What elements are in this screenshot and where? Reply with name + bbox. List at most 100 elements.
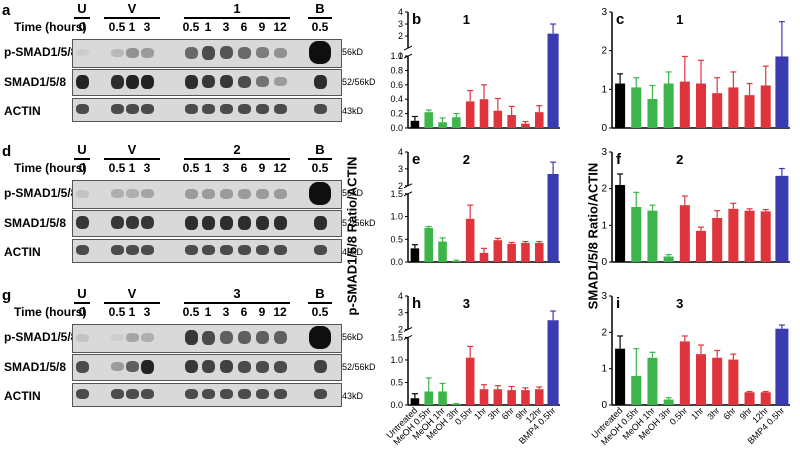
- time-value: 6: [240, 161, 248, 175]
- time-value: 1: [204, 20, 212, 34]
- group-underline: [308, 17, 332, 19]
- blot-band: [255, 245, 269, 255]
- group-underline: [74, 17, 90, 19]
- bar: [744, 210, 755, 262]
- blot-band: [237, 360, 251, 373]
- y-tick-label: 0.0: [390, 400, 403, 410]
- y-tick-label: 0.5: [390, 234, 403, 244]
- bar: [547, 173, 559, 262]
- bar: [547, 320, 559, 405]
- blot-band: [273, 331, 287, 344]
- time-value: 9: [258, 20, 266, 34]
- group-label: B: [315, 286, 325, 301]
- blot-band: [125, 389, 139, 399]
- bar: [631, 87, 642, 128]
- bar: [775, 56, 789, 128]
- time-value: 3: [222, 20, 230, 34]
- panel-label-g: g: [2, 287, 12, 304]
- blot-band: [255, 389, 269, 399]
- group-underline: [74, 158, 90, 160]
- time-value: 6: [240, 305, 248, 319]
- bar: [438, 391, 447, 405]
- bar: [521, 242, 530, 262]
- bar: [479, 99, 489, 128]
- y-tick-label: 1: [398, 51, 403, 61]
- bar: [438, 122, 447, 128]
- blot-band: [75, 74, 89, 89]
- blot-band: [313, 104, 327, 114]
- blot-band: [201, 45, 215, 60]
- group-label: V: [127, 286, 137, 301]
- blot-band: [184, 245, 198, 255]
- blot-band: [201, 215, 215, 230]
- bar: [615, 348, 626, 405]
- blot-row-label: p-SMAD1/5/8: [4, 186, 78, 200]
- panel-label-f: f: [616, 151, 622, 168]
- time-value: 0.5: [311, 305, 329, 319]
- blot-band: [75, 333, 89, 342]
- y-tick-label: 1.0: [390, 51, 403, 61]
- time-value: 1: [204, 161, 212, 175]
- y-tick-label: 3: [601, 7, 607, 18]
- axis-break-mark: [403, 45, 413, 51]
- blot-band: [273, 188, 287, 199]
- y-tick-label: 2: [398, 31, 403, 41]
- time-label: Time (hours): [14, 305, 87, 319]
- y-tick-label: 1.0: [390, 355, 403, 365]
- group-label: 2: [233, 142, 241, 157]
- time-value: 3: [222, 161, 230, 175]
- blot-band: [237, 104, 251, 114]
- x-category-label: 0.5hr: [668, 405, 690, 427]
- blot-band: [140, 47, 154, 58]
- group-label: V: [127, 142, 137, 157]
- blot-band: [201, 330, 215, 345]
- bar: [410, 398, 420, 405]
- time-value: 3: [143, 161, 151, 175]
- blot-band: [273, 245, 287, 255]
- blot-band: [237, 389, 251, 399]
- time-value: 0.5: [182, 161, 200, 175]
- blot-band: [237, 215, 251, 230]
- bar: [712, 93, 723, 128]
- y-tick-label: 3: [398, 164, 403, 174]
- blot-band: [219, 46, 233, 59]
- time-value: 3: [143, 20, 151, 34]
- time-value: 0: [78, 20, 86, 34]
- group-label: 1: [233, 1, 241, 16]
- blot-band: [237, 75, 251, 88]
- x-category-label: 1hr: [689, 405, 705, 421]
- group-label: B: [315, 142, 325, 157]
- chart-title: 1: [463, 12, 470, 27]
- chart-title: 3: [676, 296, 683, 311]
- blot-band: [309, 182, 331, 205]
- y-tick-label: 4: [398, 291, 403, 301]
- bar: [647, 357, 658, 405]
- y-tick-label: 4: [398, 7, 403, 17]
- blot-row-label: ACTIN: [4, 389, 41, 403]
- y-tick-label: 0.6: [390, 80, 403, 90]
- bar: [744, 392, 755, 405]
- blot-band: [313, 245, 327, 255]
- time-value: 1: [204, 305, 212, 319]
- blot-band: [125, 74, 139, 89]
- bar: [493, 240, 503, 262]
- time-value: 6: [240, 20, 248, 34]
- blot-band: [201, 75, 215, 88]
- bar: [760, 85, 771, 128]
- bar: [679, 81, 690, 128]
- blot-band: [125, 216, 139, 229]
- molecular-weight-label: 43kD: [342, 391, 364, 401]
- bar: [479, 252, 489, 262]
- blot-band: [184, 46, 198, 59]
- blot-band: [219, 104, 233, 114]
- blot-band: [75, 389, 89, 399]
- bar: [695, 230, 707, 262]
- blot-band: [201, 389, 215, 399]
- blot-band: [184, 360, 198, 373]
- y-tick-label: 1.5: [390, 189, 403, 199]
- blot-row-label: SMAD1/5/8: [4, 216, 67, 230]
- bar: [493, 389, 503, 405]
- bar: [679, 341, 690, 405]
- blot-row-label: p-SMAD1/5/8: [4, 330, 78, 344]
- group-label: 3: [233, 286, 241, 301]
